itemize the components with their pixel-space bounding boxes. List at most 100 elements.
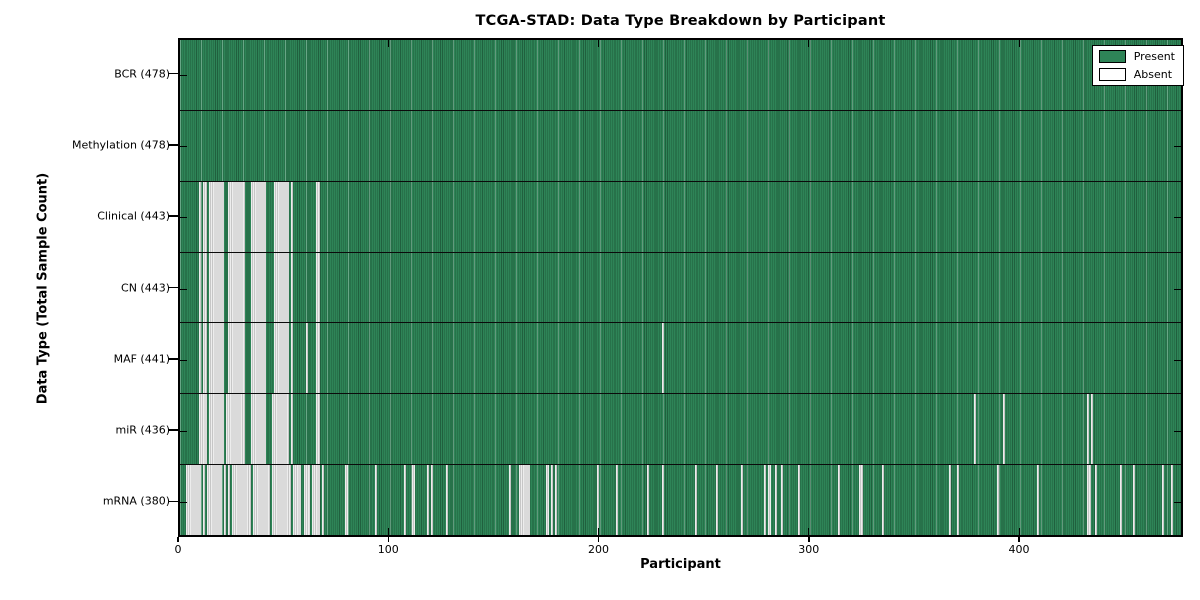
present-fill <box>180 394 1181 465</box>
absent-stripe <box>251 181 266 252</box>
y-tick <box>169 144 178 146</box>
x-tick <box>1018 537 1020 542</box>
absent-stripe <box>203 465 206 536</box>
row-methylation <box>180 110 1181 182</box>
x-tick-inner <box>387 40 389 47</box>
absent-stripe <box>290 323 294 394</box>
absent-stripe <box>716 465 719 536</box>
y-tick-inner <box>180 502 187 504</box>
absent-stripe <box>797 465 800 536</box>
absent-stripe <box>741 465 744 536</box>
x-tick-inner <box>598 528 599 535</box>
absent-stripe <box>253 465 271 536</box>
present-fill <box>180 181 1181 252</box>
y-tick-inner <box>180 431 187 433</box>
row-bcr <box>180 40 1181 111</box>
absent-stripe <box>837 465 840 536</box>
absent-stripe <box>209 252 224 323</box>
absent-stripe <box>1036 465 1039 536</box>
y-tick-label: mRNA (380) <box>102 494 170 508</box>
y-tick <box>169 358 178 360</box>
absent-stripe <box>203 252 208 323</box>
present-fill <box>180 323 1181 394</box>
y-tick-label: miR (436) <box>115 423 171 437</box>
x-tick-inner <box>808 528 810 535</box>
row-mir <box>180 394 1181 466</box>
y-tick-inner <box>1174 359 1181 361</box>
row-mrna <box>180 465 1181 536</box>
absent-stripe <box>209 394 224 465</box>
absent-stripe <box>1086 465 1091 536</box>
absent-stripe <box>251 323 266 394</box>
legend-entry-present: Present <box>1098 50 1175 63</box>
y-tick-inner <box>1174 145 1181 147</box>
absent-stripe <box>774 465 777 536</box>
chart-title: TCGA-STAD: Data Type Breakdown by Partic… <box>475 13 886 29</box>
y-tick <box>169 286 178 289</box>
absent-stripe <box>228 465 231 536</box>
present-fill <box>180 252 1181 323</box>
absent-stripe <box>374 465 377 536</box>
legend-entry-absent: Absent <box>1098 68 1175 81</box>
y-tick-inner <box>1174 217 1181 219</box>
absent-stripe <box>973 394 976 465</box>
x-tick <box>177 537 179 542</box>
y-tick-label: MAF (441) <box>113 352 170 366</box>
x-tick-label: 300 <box>798 543 820 556</box>
row-maf <box>180 323 1181 395</box>
absent-stripe <box>316 252 321 323</box>
absent-stripe <box>272 394 289 465</box>
absent-stripe <box>198 252 201 323</box>
absent-stripe <box>207 465 222 536</box>
absent-stripe <box>198 394 208 465</box>
y-tick <box>169 429 178 431</box>
absent-stripe <box>303 465 310 536</box>
absent-stripe <box>311 465 321 536</box>
absent-stripe <box>203 323 208 394</box>
absent-stripe <box>290 394 294 465</box>
absent-stripe <box>768 465 771 536</box>
absent-stripe <box>1002 394 1006 465</box>
y-tick-inner <box>180 288 187 290</box>
absent-stripe <box>412 465 415 536</box>
y-tick <box>169 215 178 217</box>
x-tick-label: 100 <box>377 543 399 556</box>
absent-stripe <box>1120 465 1123 536</box>
x-tick-label: 200 <box>588 543 609 556</box>
absent-stripe <box>186 465 201 536</box>
absent-stripe <box>1162 465 1165 536</box>
absent-stripe <box>661 323 664 394</box>
absent-stripe <box>596 465 599 536</box>
plot-area: Present Absent <box>178 38 1184 537</box>
present-fill <box>180 465 1181 536</box>
x-tick-label: 0 <box>174 543 182 556</box>
absent-stripe <box>646 465 650 536</box>
absent-stripe <box>1170 465 1173 536</box>
absent-stripe <box>858 465 863 536</box>
absent-stripe <box>615 465 618 536</box>
y-tick <box>169 500 178 503</box>
absent-stripe <box>764 465 767 536</box>
absent-stripe <box>781 465 784 536</box>
absent-stripe <box>546 465 549 536</box>
row-clinical <box>180 181 1181 253</box>
absent-stripe <box>445 465 449 536</box>
x-tick-inner <box>808 40 810 47</box>
legend-swatch-absent <box>1098 68 1126 81</box>
legend-label: Absent <box>1133 68 1173 81</box>
absent-stripe <box>228 252 245 323</box>
x-tick <box>808 537 810 542</box>
absent-stripe <box>345 465 348 536</box>
y-tick-label: CN (443) <box>121 281 170 294</box>
absent-stripe <box>209 181 224 252</box>
x-tick <box>387 537 389 542</box>
absent-stripe <box>316 181 321 252</box>
absent-stripe <box>274 323 289 394</box>
y-tick <box>169 72 178 75</box>
x-tick-inner <box>1018 528 1020 535</box>
legend-label: Present <box>1133 50 1175 63</box>
absent-stripe <box>519 465 530 536</box>
x-axis-label: Participant <box>640 557 721 572</box>
absent-stripe <box>316 394 321 465</box>
